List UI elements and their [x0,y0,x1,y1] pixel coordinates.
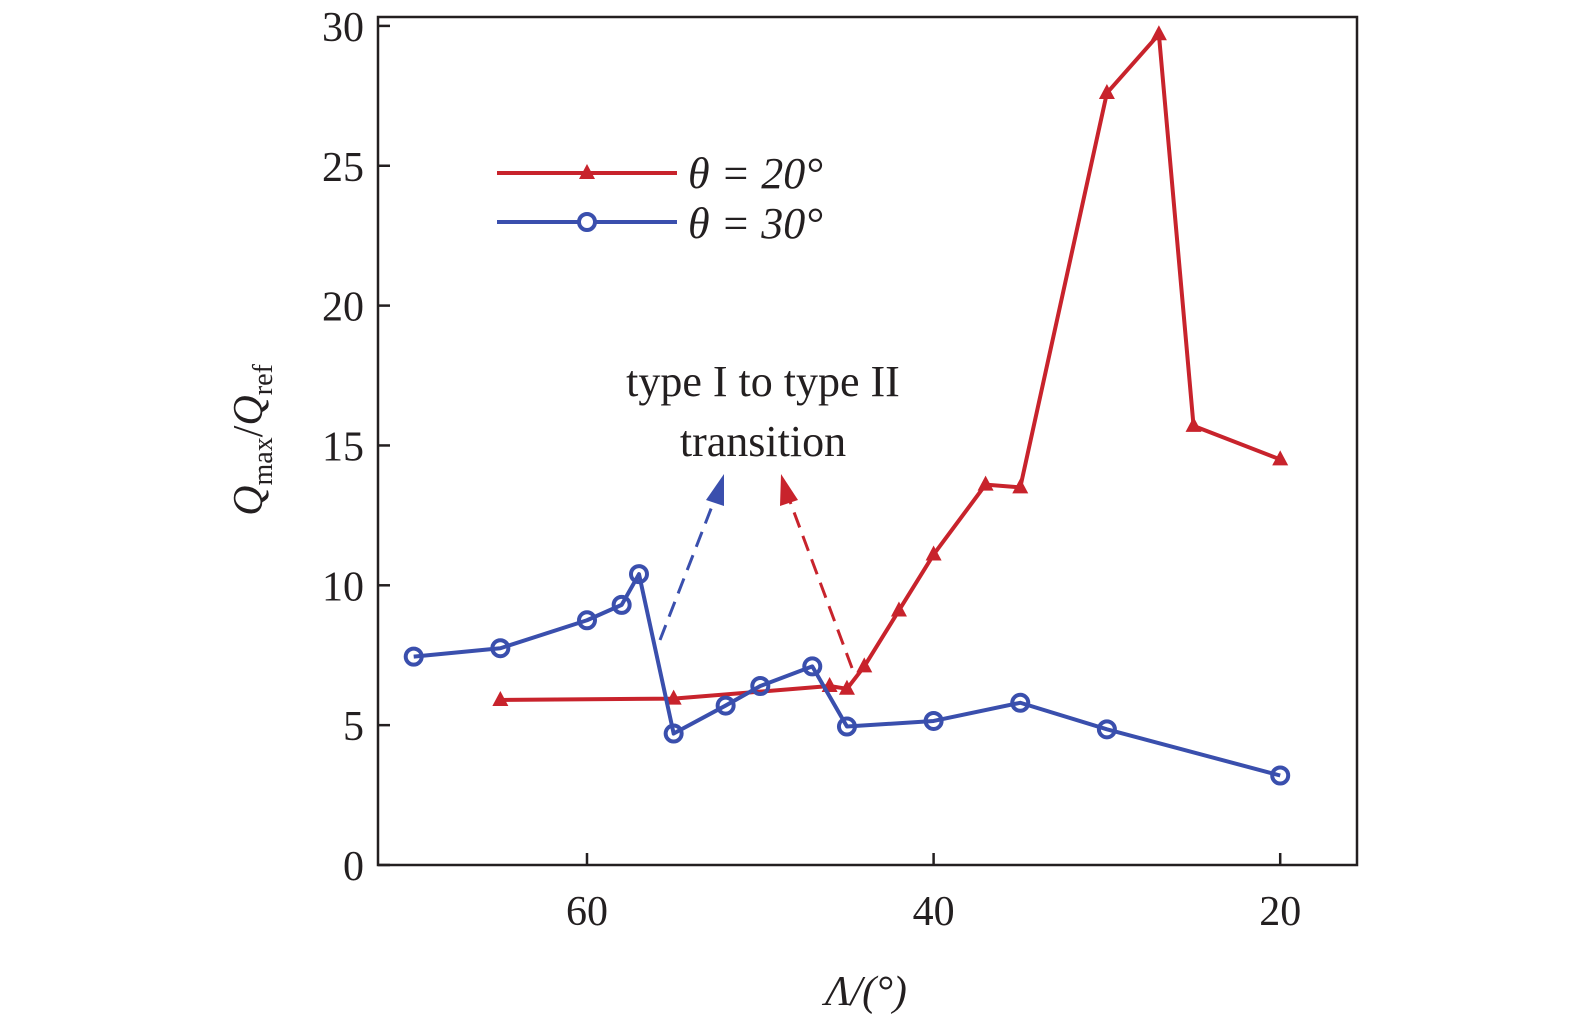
red-dashed-arrow [786,495,854,669]
y-tick-label: 5 [343,704,364,750]
series-theta30 [403,564,1291,786]
red-arrowhead-icon [780,474,798,506]
plot-frame [376,15,1359,867]
annotation-line-1: type I to type II [626,357,900,406]
data-point [1098,84,1115,100]
data-point [890,601,907,617]
data-point [1272,450,1289,466]
y-label-slash: / [226,425,272,437]
x-tick-label: 40 [913,889,955,935]
data-point [1096,719,1117,740]
transition-annotation: type I to type II transition [626,357,900,669]
x-axis-label: Λ/(°) [821,969,907,1015]
legend-marker-circle [577,212,597,232]
data-point [977,475,994,491]
x-tick-label: 60 [566,889,608,935]
legend: θ = 20° θ = 30° [497,149,823,248]
data-point [611,594,632,615]
data-point [856,657,873,673]
y-label-sub-max: max [248,437,279,485]
data-point [838,679,855,695]
data-point [492,690,509,706]
legend-marker-triangle [579,164,595,179]
y-axis-label: Qmax/Qref [226,363,279,515]
data-point [663,723,684,744]
blue-arrowhead-icon [706,474,724,506]
legend-label-theta30: θ = 30° [688,199,823,248]
series-line [413,572,1281,778]
blue-dashed-arrow [658,495,718,641]
data-point [403,646,424,667]
data-point [577,610,597,631]
data-point [925,545,942,561]
data-point [1010,692,1031,713]
series-layer [403,25,1291,786]
y-tick-label: 0 [343,844,364,890]
annotation-line-2: transition [680,417,846,466]
y-tick-label: 10 [322,564,364,610]
data-point [750,675,771,696]
data-point [923,710,944,731]
data-point [490,638,511,659]
y-tick-label: 30 [322,5,364,51]
y-label-sub-ref: ref [248,363,279,395]
x-tick-label: 20 [1259,889,1301,935]
y-tick-label: 15 [322,424,364,470]
data-point [1270,765,1291,786]
y-tick-label: 20 [322,285,364,331]
legend-label-theta20: θ = 20° [688,149,823,198]
data-point [1185,416,1202,432]
data-point [628,564,649,585]
data-point [665,689,682,705]
y-label-q1: Q [226,485,272,515]
data-point [1012,478,1029,494]
y-label-q2: Q [226,395,272,425]
y-tick-label: 25 [322,145,364,191]
data-point [715,695,736,716]
svg-text:Qmax/Qref: Qmax/Qref [226,363,279,515]
data-point [1150,25,1167,41]
axes: 0 5 10 15 20 25 30 60 40 20 [322,5,1359,935]
data-point [802,656,823,677]
data-point [836,716,857,737]
